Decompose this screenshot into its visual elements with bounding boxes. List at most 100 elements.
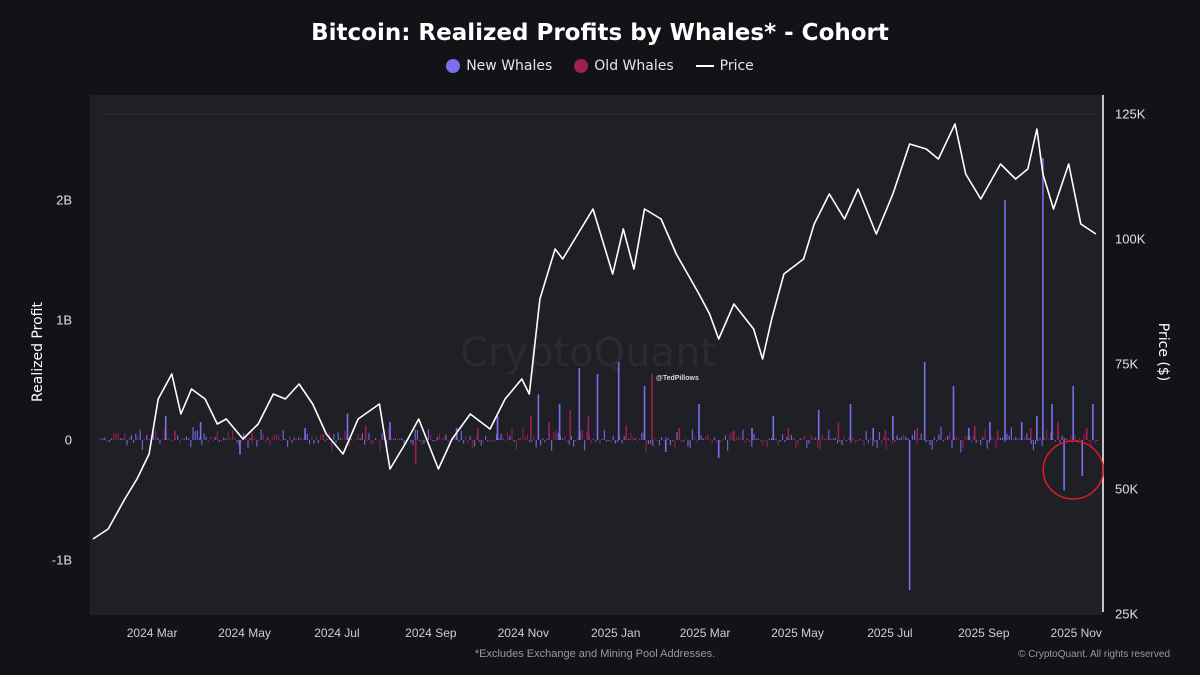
noise-bar — [592, 438, 594, 440]
noise-bar — [185, 436, 187, 440]
new-whales-bar — [643, 386, 646, 440]
noise-bar — [650, 440, 652, 445]
noise-bar — [929, 440, 931, 445]
noise-bar — [199, 438, 201, 440]
noise-bar — [535, 440, 537, 448]
noise-bar — [320, 434, 322, 440]
y-tick-label: -1B — [51, 552, 72, 568]
noise-bar — [793, 438, 795, 440]
noise-bar — [958, 438, 960, 440]
noise-bar — [905, 436, 907, 440]
noise-bar — [707, 433, 709, 440]
noise-bar — [971, 440, 973, 442]
noise-bar — [872, 440, 874, 446]
noise-bar — [881, 440, 883, 444]
noise-bar — [1087, 440, 1089, 442]
x-tick-label: 2025 Nov — [1050, 626, 1102, 640]
noise-bar — [581, 429, 583, 440]
noise-bar — [157, 437, 159, 440]
noise-bar — [416, 430, 418, 440]
noise-bar — [392, 438, 394, 440]
noise-bar — [236, 440, 238, 443]
new-whales-bar — [923, 362, 926, 440]
legend-item-new-whales[interactable]: New Whales — [446, 58, 552, 74]
noise-bar — [163, 429, 165, 440]
noise-bar — [599, 440, 601, 445]
y-tick-label: 2B — [56, 192, 72, 208]
noise-bar — [940, 426, 942, 440]
noise-bar — [1046, 429, 1048, 440]
noise-bar — [1002, 437, 1004, 440]
noise-bar — [355, 438, 357, 440]
noise-bar — [885, 440, 887, 450]
noise-bar — [962, 440, 964, 449]
noise-bar — [1048, 438, 1050, 440]
noise-bar — [636, 440, 638, 442]
noise-bar — [269, 440, 271, 446]
new-whales-bar — [664, 440, 667, 452]
noise-bar — [606, 440, 608, 442]
noise-bar — [991, 436, 993, 440]
noise-bar — [196, 430, 198, 440]
noise-bar — [333, 434, 335, 440]
noise-bar — [713, 437, 715, 440]
noise-bar — [960, 440, 962, 453]
noise-bar — [817, 440, 819, 448]
noise-bar — [821, 434, 823, 440]
old-whales-bar — [678, 428, 681, 440]
noise-bar — [1024, 436, 1026, 440]
noise-bar — [619, 434, 621, 440]
noise-bar — [113, 433, 115, 440]
noise-bar — [700, 435, 702, 440]
copyright: © CryptoQuant. All rights reserved — [1018, 649, 1170, 660]
x-tick-label: 2025 Jul — [867, 626, 913, 640]
legend-item-old-whales[interactable]: Old Whales — [574, 58, 674, 74]
noise-bar — [394, 438, 396, 440]
noise-bar — [658, 440, 660, 446]
noise-bar — [559, 435, 561, 440]
noise-bar — [889, 440, 891, 442]
noise-bar — [526, 434, 528, 440]
noise-bar — [480, 440, 482, 446]
noise-bar — [190, 440, 192, 448]
noise-bar — [841, 440, 843, 446]
noise-bar — [911, 435, 913, 440]
noise-bar — [460, 430, 462, 440]
noise-bar — [1074, 435, 1076, 440]
noise-bar — [201, 440, 203, 446]
noise-bar — [612, 435, 614, 440]
new-whales-bar — [1081, 440, 1084, 476]
noise-bar — [623, 436, 625, 440]
noise-bar — [812, 437, 814, 440]
noise-bar — [848, 437, 850, 440]
noise-bar — [441, 438, 443, 440]
noise-bar — [570, 436, 572, 440]
noise-bar — [984, 428, 986, 440]
noise-bar — [317, 440, 319, 443]
new-whales-swatch — [446, 59, 461, 73]
noise-bar — [122, 438, 124, 440]
noise-bar — [265, 440, 267, 443]
new-whales-bar — [751, 428, 753, 440]
noise-bar — [771, 438, 773, 440]
noise-bar — [504, 440, 506, 442]
noise-bar — [381, 433, 383, 440]
noise-bar — [553, 432, 555, 440]
noise-bar — [366, 440, 368, 441]
noise-bar — [289, 436, 291, 440]
noise-bar — [903, 434, 905, 440]
noise-bar — [232, 430, 234, 440]
noise-bar — [764, 440, 766, 441]
noise-bar — [401, 438, 403, 440]
x-tick-label: 2024 Nov — [497, 626, 549, 640]
legend-label: Price — [719, 58, 754, 74]
noise-bar — [141, 440, 143, 450]
noise-bar — [533, 436, 535, 440]
noise-bar — [218, 440, 220, 442]
noise-bar — [397, 438, 399, 440]
noise-bar — [359, 438, 361, 440]
noise-bar — [931, 440, 933, 450]
noise-bar — [804, 435, 806, 440]
legend-item-price[interactable]: Price — [695, 58, 754, 74]
